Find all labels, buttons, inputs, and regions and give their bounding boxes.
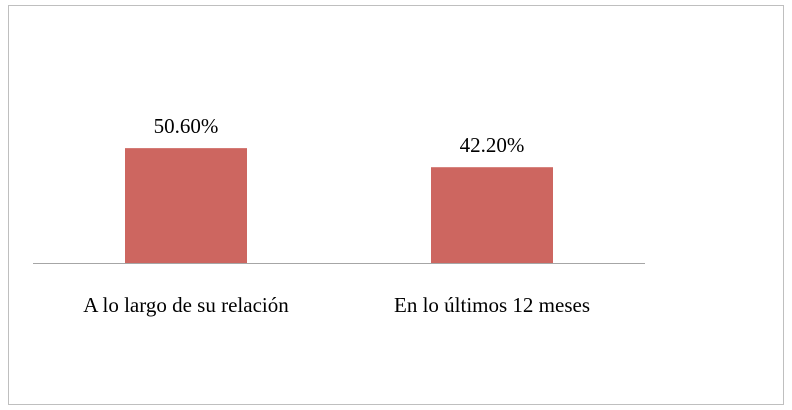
x-tick-label: A lo largo de su relación	[83, 293, 289, 317]
value-label: 50.60%	[154, 114, 219, 138]
bar	[431, 167, 553, 263]
value-label: 42.20%	[460, 133, 525, 157]
bar	[125, 148, 247, 263]
chart-frame	[8, 5, 784, 405]
x-tick-label: En lo últimos 12 meses	[394, 293, 590, 317]
